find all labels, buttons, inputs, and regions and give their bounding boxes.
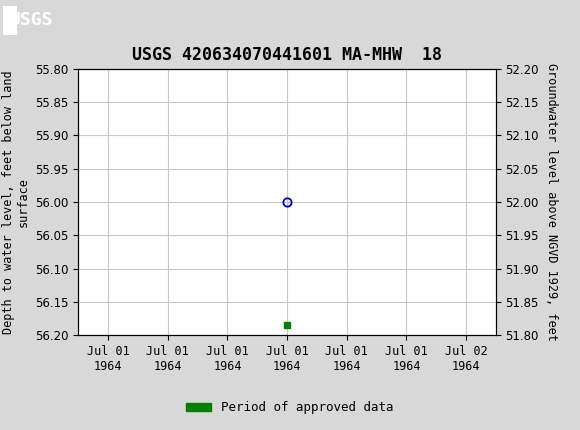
Text: USGS: USGS — [9, 12, 52, 29]
Y-axis label: Groundwater level above NGVD 1929, feet: Groundwater level above NGVD 1929, feet — [545, 63, 558, 341]
Y-axis label: Depth to water level, feet below land
surface: Depth to water level, feet below land su… — [2, 70, 30, 334]
Legend: Period of approved data: Period of approved data — [181, 396, 399, 419]
Title: USGS 420634070441601 MA-MHW  18: USGS 420634070441601 MA-MHW 18 — [132, 46, 442, 64]
Bar — [3, 6, 17, 35]
